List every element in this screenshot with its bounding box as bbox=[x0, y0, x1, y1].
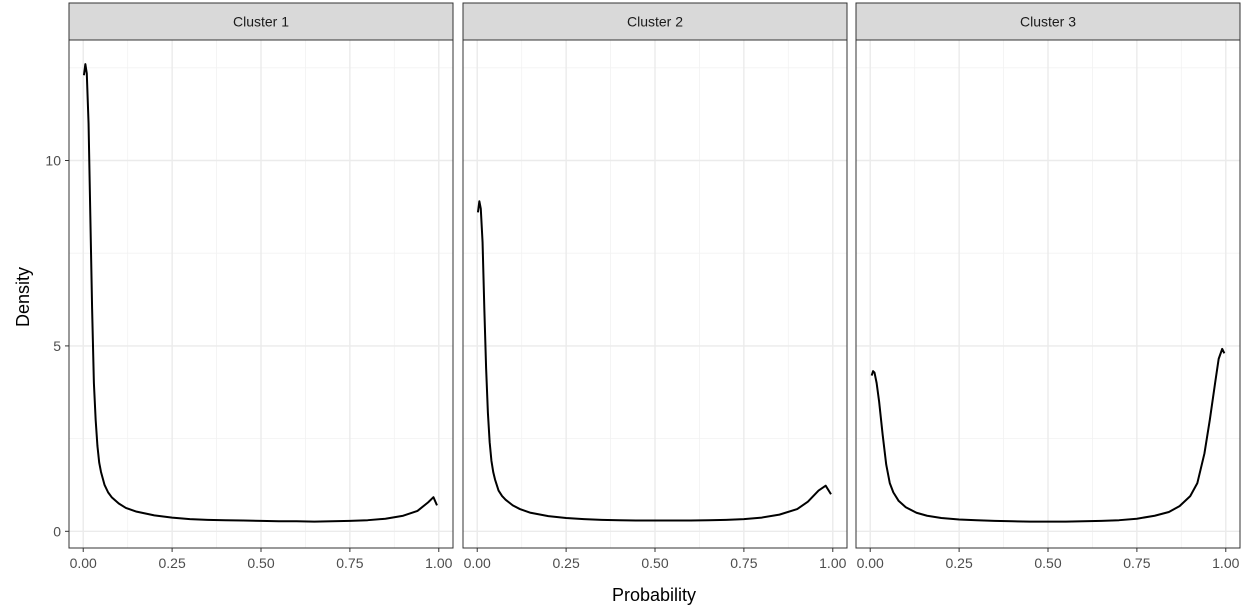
density-line bbox=[870, 347, 1226, 523]
x-tick-label: 0.75 bbox=[1123, 555, 1150, 571]
x-tick-label: 0.50 bbox=[641, 555, 668, 571]
x-axis-title: Probability bbox=[612, 585, 696, 605]
facet-strip-label: Cluster 2 bbox=[627, 14, 683, 30]
density-line bbox=[476, 200, 832, 522]
facet-strip bbox=[462, 2, 848, 41]
facet-strip-label: Cluster 3 bbox=[1020, 14, 1076, 30]
x-tick-label: 0.25 bbox=[158, 555, 185, 571]
x-tick-label: 0.50 bbox=[1034, 555, 1061, 571]
x-tick-label: 1.00 bbox=[819, 555, 846, 571]
facet-strip-label: Cluster 1 bbox=[233, 14, 289, 30]
density-line bbox=[82, 63, 438, 523]
facet-strip bbox=[855, 2, 1241, 41]
x-tick-label: 0.25 bbox=[552, 555, 579, 571]
x-tick-label: 0.00 bbox=[857, 555, 884, 571]
y-tick-label: 0 bbox=[53, 523, 61, 539]
x-tick-label: 0.00 bbox=[70, 555, 97, 571]
facet-strip bbox=[68, 2, 454, 41]
x-tick-label: 1.00 bbox=[1212, 555, 1239, 571]
x-tick-label: 0.75 bbox=[730, 555, 757, 571]
y-tick-label: 5 bbox=[53, 338, 61, 354]
y-axis-title: Density bbox=[13, 267, 33, 327]
x-tick-label: 0.00 bbox=[464, 555, 491, 571]
x-tick-label: 0.75 bbox=[336, 555, 363, 571]
x-tick-label: 0.25 bbox=[945, 555, 972, 571]
y-tick-label: 10 bbox=[45, 153, 61, 169]
facet-panel: Cluster 2 0.00 0.25 0.50 0.75 1.00 bbox=[462, 2, 848, 571]
x-tick-label: 1.00 bbox=[425, 555, 452, 571]
x-tick-label: 0.50 bbox=[247, 555, 274, 571]
facet-panel: Cluster 3 0.00 0.25 0.50 0.75 1.00 bbox=[855, 2, 1241, 571]
facet-panel: Cluster 1 0.00 0.25 0.50 0.75 1.00 bbox=[68, 2, 454, 571]
